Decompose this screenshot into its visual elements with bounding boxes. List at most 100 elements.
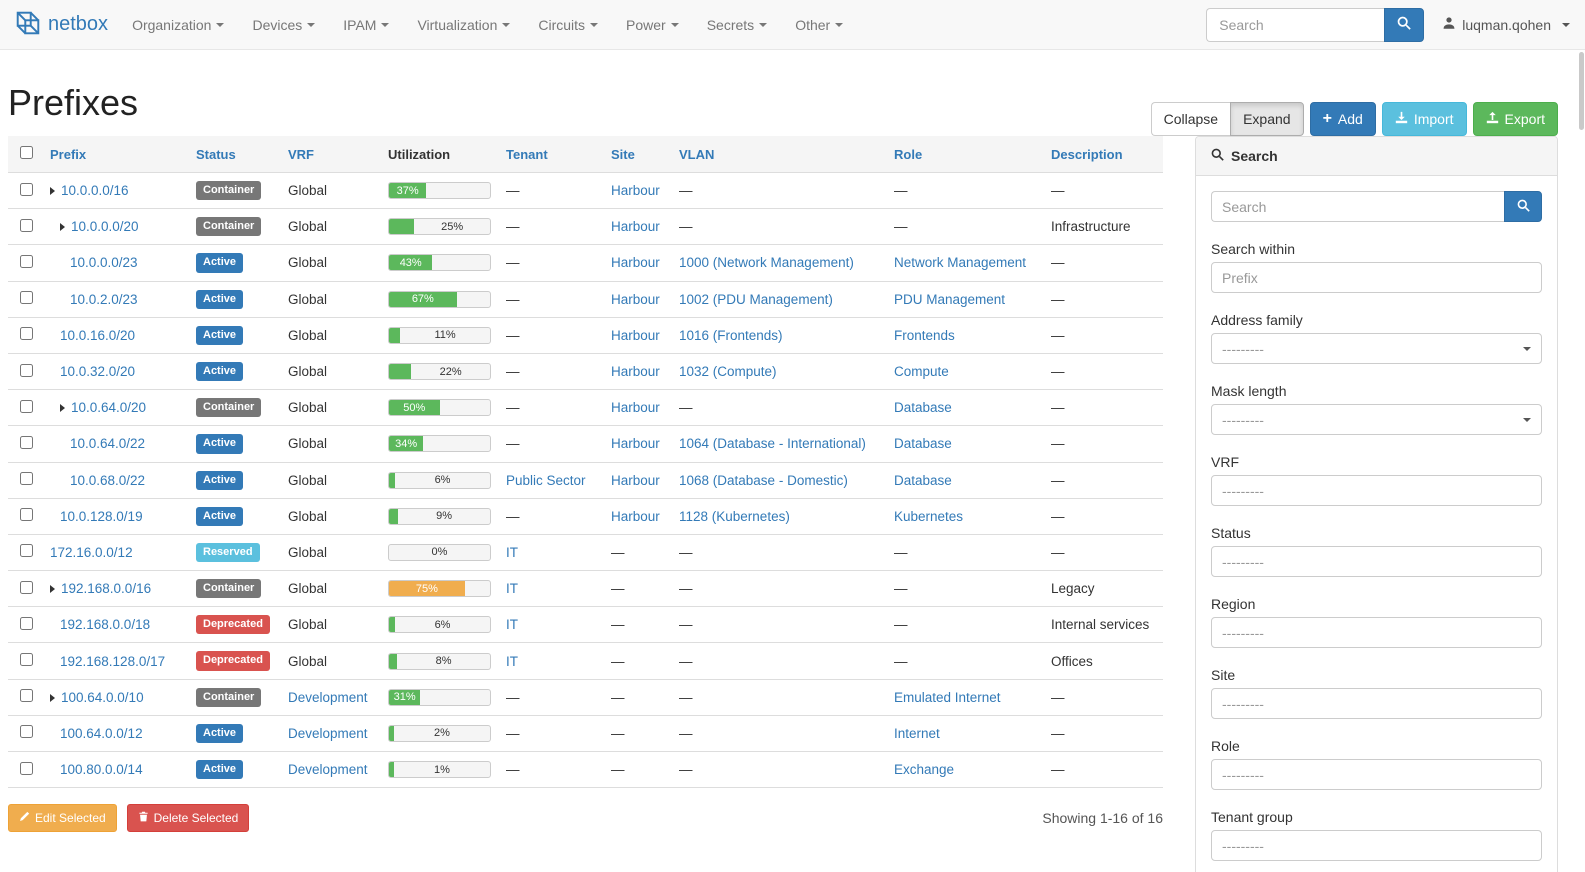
vrf-link[interactable]: Development xyxy=(288,689,368,705)
site-link[interactable]: Harbour xyxy=(611,255,660,271)
vlan-link[interactable]: 1016 (Frontends) xyxy=(679,327,783,343)
scrollbar[interactable] xyxy=(1579,52,1584,130)
navbar-search-input[interactable] xyxy=(1206,7,1385,42)
role-link[interactable]: Internet xyxy=(894,725,940,741)
prefix-link[interactable]: 10.0.68.0/22 xyxy=(70,472,146,488)
edit-selected-button[interactable]: Edit Selected xyxy=(8,804,117,833)
filter-search-button[interactable] xyxy=(1504,191,1542,222)
column-header-vlan[interactable]: VLAN xyxy=(671,136,886,173)
prefix-link[interactable]: 192.168.0.0/18 xyxy=(60,617,151,633)
row-checkbox[interactable] xyxy=(20,653,33,667)
prefix-link[interactable]: 100.64.0.0/10 xyxy=(61,689,144,705)
row-checkbox[interactable] xyxy=(20,363,33,377)
vlan-link[interactable]: 1000 (Network Management) xyxy=(679,255,854,271)
role-link[interactable]: Exchange xyxy=(894,762,955,778)
prefix-link[interactable]: 100.64.0.0/12 xyxy=(60,725,143,741)
row-checkbox[interactable] xyxy=(20,327,33,341)
filter-input-region[interactable] xyxy=(1211,617,1542,648)
prefix-link[interactable]: 10.0.0.0/20 xyxy=(71,219,139,235)
column-header-vrf[interactable]: VRF xyxy=(280,136,380,173)
prefix-link[interactable]: 10.0.2.0/23 xyxy=(70,291,138,307)
role-link[interactable]: Emulated Internet xyxy=(894,689,1001,705)
site-link[interactable]: Harbour xyxy=(611,472,660,488)
add-button[interactable]: + Add xyxy=(1309,102,1376,136)
filter-select-address-family[interactable]: --------- xyxy=(1211,333,1542,364)
row-checkbox[interactable] xyxy=(20,761,33,775)
site-link[interactable]: Harbour xyxy=(611,508,660,524)
site-link[interactable]: Harbour xyxy=(611,364,660,380)
nav-menu-power[interactable]: Power xyxy=(612,0,693,50)
role-link[interactable]: PDU Management xyxy=(894,291,1006,307)
nav-menu-organization[interactable]: Organization xyxy=(118,0,238,50)
prefix-link[interactable]: 10.0.0.0/23 xyxy=(70,255,138,271)
filter-select-mask-length[interactable]: --------- xyxy=(1211,404,1542,435)
row-checkbox[interactable] xyxy=(20,472,33,486)
filter-input-search-within[interactable] xyxy=(1211,262,1542,293)
prefix-link[interactable]: 100.80.0.0/14 xyxy=(60,762,143,778)
role-link[interactable]: Database xyxy=(894,436,952,452)
prefix-link[interactable]: 10.0.32.0/20 xyxy=(60,364,136,380)
expand-caret-icon[interactable] xyxy=(60,404,65,413)
filter-input-site[interactable] xyxy=(1211,688,1542,719)
role-link[interactable]: Database xyxy=(894,472,952,488)
vrf-link[interactable]: Development xyxy=(288,762,368,778)
site-link[interactable]: Harbour xyxy=(611,327,660,343)
prefix-link[interactable]: 10.0.128.0/19 xyxy=(60,508,143,524)
tenant-link[interactable]: IT xyxy=(506,544,518,560)
nav-menu-circuits[interactable]: Circuits xyxy=(524,0,612,50)
expand-button[interactable]: Expand xyxy=(1230,102,1304,136)
prefix-link[interactable]: 10.0.64.0/20 xyxy=(71,400,147,416)
row-checkbox[interactable] xyxy=(20,291,33,305)
column-header-tenant[interactable]: Tenant xyxy=(498,136,603,173)
user-menu[interactable]: luqman.qohen xyxy=(1442,16,1570,33)
site-link[interactable]: Harbour xyxy=(611,400,660,416)
filter-input-status[interactable] xyxy=(1211,546,1542,577)
brand[interactable]: netbox xyxy=(15,10,108,39)
row-checkbox[interactable] xyxy=(20,435,33,449)
role-link[interactable]: Frontends xyxy=(894,327,955,343)
prefix-link[interactable]: 10.0.16.0/20 xyxy=(60,327,136,343)
expand-caret-icon[interactable] xyxy=(60,223,65,232)
vrf-link[interactable]: Development xyxy=(288,725,368,741)
filter-input-role[interactable] xyxy=(1211,759,1542,790)
row-checkbox[interactable] xyxy=(20,580,33,594)
filter-search-input[interactable] xyxy=(1211,191,1504,222)
site-link[interactable]: Harbour xyxy=(611,436,660,452)
site-link[interactable]: Harbour xyxy=(611,219,660,235)
prefix-link[interactable]: 10.0.0.0/16 xyxy=(61,183,129,199)
row-checkbox[interactable] xyxy=(20,508,33,522)
site-link[interactable]: Harbour xyxy=(611,183,660,199)
collapse-button[interactable]: Collapse xyxy=(1150,102,1231,136)
filter-input-vrf[interactable] xyxy=(1211,475,1542,506)
vlan-link[interactable]: 1002 (PDU Management) xyxy=(679,291,833,307)
nav-menu-devices[interactable]: Devices xyxy=(238,0,329,50)
expand-caret-icon[interactable] xyxy=(50,187,55,196)
nav-menu-virtualization[interactable]: Virtualization xyxy=(403,0,524,50)
row-checkbox[interactable] xyxy=(20,544,33,558)
site-link[interactable]: Harbour xyxy=(611,291,660,307)
prefix-link[interactable]: 172.16.0.0/12 xyxy=(50,544,133,560)
row-checkbox[interactable] xyxy=(20,254,33,268)
column-header-status[interactable]: Status xyxy=(188,136,280,173)
export-button[interactable]: Export xyxy=(1472,102,1558,136)
vlan-link[interactable]: 1032 (Compute) xyxy=(679,364,777,380)
prefix-link[interactable]: 10.0.64.0/22 xyxy=(70,436,146,452)
tenant-link[interactable]: IT xyxy=(506,653,518,669)
column-header-role[interactable]: Role xyxy=(886,136,1043,173)
vlan-link[interactable]: 1128 (Kubernetes) xyxy=(679,508,790,524)
row-checkbox[interactable] xyxy=(20,182,33,196)
role-link[interactable]: Network Management xyxy=(894,255,1027,271)
column-header-prefix[interactable]: Prefix xyxy=(42,136,188,173)
import-button[interactable]: Import xyxy=(1381,102,1467,136)
column-header-site[interactable]: Site xyxy=(603,136,671,173)
row-checkbox[interactable] xyxy=(20,725,33,739)
row-checkbox[interactable] xyxy=(20,689,33,703)
nav-menu-other[interactable]: Other xyxy=(781,0,857,50)
row-checkbox[interactable] xyxy=(20,218,33,232)
row-checkbox[interactable] xyxy=(20,616,33,630)
column-header-description[interactable]: Description xyxy=(1043,136,1163,173)
vlan-link[interactable]: 1064 (Database - International) xyxy=(679,436,866,452)
row-checkbox[interactable] xyxy=(20,399,33,413)
filter-input-tenant-group[interactable] xyxy=(1211,830,1542,861)
role-link[interactable]: Kubernetes xyxy=(894,508,964,524)
